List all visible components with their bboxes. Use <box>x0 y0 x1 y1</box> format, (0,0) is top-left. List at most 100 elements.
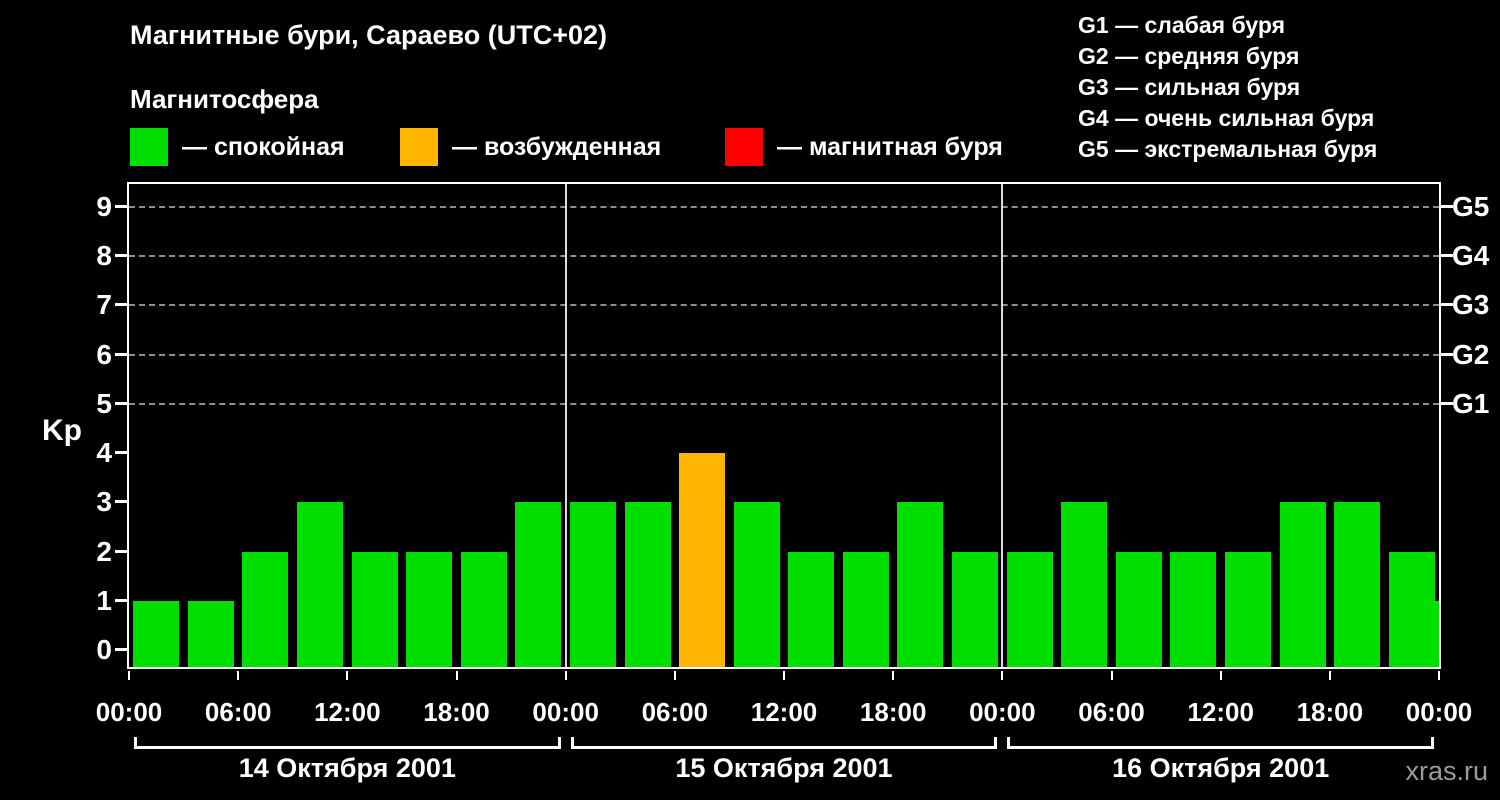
time-label: 12:00 <box>750 697 818 727</box>
time-label: 06:00 <box>641 697 709 727</box>
quiet-color-swatch <box>130 128 168 166</box>
x-axis-tick <box>1001 671 1004 680</box>
date-bracket <box>1007 737 1434 749</box>
y-axis-label: 9 <box>96 191 112 222</box>
x-axis-tick <box>237 671 240 680</box>
x-axis-tick <box>783 671 785 680</box>
y-axis-tick <box>115 549 127 553</box>
date-label: 14 Октября 2001 <box>238 753 456 783</box>
date-label: 16 Октября 2001 <box>1112 753 1330 783</box>
y-axis-label: 6 <box>96 338 112 370</box>
y-axis-tick <box>115 451 127 455</box>
date-label: 15 Октября 2001 <box>675 753 893 783</box>
g-level-label: G2 <box>1452 338 1490 370</box>
excited-color-swatch <box>400 128 438 166</box>
x-axis-tick <box>564 671 567 680</box>
kp-bar <box>242 551 289 667</box>
time-label: 06:00 <box>204 697 272 727</box>
kp-bar <box>187 600 234 667</box>
legend-item-label: — магнитная буря <box>777 132 1003 161</box>
x-axis-tick <box>128 671 130 680</box>
g-level-gridline <box>129 255 1439 258</box>
kp-bar <box>897 502 944 667</box>
g-legend-line: G5 — экстремальная буря <box>1078 136 1378 162</box>
time-label: 18:00 <box>859 697 927 727</box>
watermark: xras.ru <box>1405 756 1488 786</box>
y-axis-tick <box>115 352 127 356</box>
g-legend-line: G1 — слабая буря <box>1078 12 1286 38</box>
time-label: 18:00 <box>1296 697 1364 727</box>
date-bracket-tick <box>570 737 574 749</box>
storm-color-swatch <box>725 128 763 166</box>
x-axis-tick <box>1219 671 1222 680</box>
date-bracket-tick <box>134 737 137 749</box>
right-axis-tick <box>1441 401 1453 405</box>
time-label: 06:00 <box>1078 697 1145 727</box>
right-axis-tick <box>1441 303 1453 307</box>
y-axis-tick <box>115 254 127 258</box>
date-bracket-tick <box>1430 737 1434 749</box>
g-level-label: G4 <box>1452 240 1490 272</box>
kp-bar <box>952 551 999 667</box>
kp-bar <box>297 502 344 667</box>
y-axis-label: 1 <box>96 584 112 616</box>
date-bracket-tick <box>1007 737 1011 749</box>
kp-bar <box>788 551 835 667</box>
kp-bar <box>515 502 562 667</box>
g-legend-line: G4 — очень сильная буря <box>1078 105 1375 131</box>
kp-bar <box>1061 502 1108 667</box>
g-level-gridline <box>129 206 1439 208</box>
kp-bar <box>569 502 616 667</box>
y-axis-label: 8 <box>96 240 112 272</box>
x-axis-tick <box>455 671 458 680</box>
kp-bar <box>133 600 180 667</box>
x-axis-tick <box>673 671 676 680</box>
g-legend-line: G3 — сильная буря <box>1078 74 1301 100</box>
kp-bar <box>406 551 453 667</box>
date-bracket <box>570 737 998 749</box>
page-title: Магнитные бури, Сараево (UTC+02) <box>130 20 608 50</box>
g-scale-legend: G1 — слабая буря G2 — средняя буря G3 — си… <box>1078 10 1377 165</box>
g-level-gridline <box>129 402 1439 405</box>
x-axis-tick <box>892 671 895 680</box>
time-label: 12:00 <box>1187 697 1254 727</box>
y-axis-label: 7 <box>96 289 112 321</box>
y-axis-label: 5 <box>96 387 112 419</box>
kp-bar <box>842 551 889 667</box>
date-bracket-line <box>570 746 998 749</box>
kp-bar <box>1279 502 1326 667</box>
g-legend-line: G2 — средняя буря <box>1078 43 1300 69</box>
time-label: 00:00 <box>532 697 599 727</box>
g-level-label: G5 <box>1452 191 1490 222</box>
right-axis-tick <box>1441 254 1453 258</box>
x-axis-tick <box>1328 671 1331 680</box>
date-bracket <box>134 737 561 749</box>
plot-area <box>115 182 1453 680</box>
day-separator <box>564 184 567 667</box>
y-axis-label: 2 <box>96 535 112 567</box>
x-axis-tick <box>346 671 349 680</box>
right-axis-tick <box>1441 205 1453 208</box>
legend-item-label: — спокойная <box>182 132 345 161</box>
date-bracket-line <box>1007 746 1434 749</box>
g-level-gridline <box>129 353 1439 356</box>
time-label: 18:00 <box>423 697 490 727</box>
magnetosphere-label: Магнитосфера <box>130 84 319 114</box>
y-axis-tick <box>115 205 127 208</box>
kp-bar <box>1115 551 1162 667</box>
y-axis-tick <box>115 401 127 405</box>
kp-bar <box>460 551 507 667</box>
right-axis-tick <box>1441 352 1453 356</box>
legend-item-storm: — магнитная буря <box>725 128 1003 166</box>
g-level-label: G3 <box>1452 289 1490 321</box>
kp-bar-partial <box>1417 600 1439 667</box>
kp-bar <box>1334 502 1381 667</box>
time-label: 12:00 <box>314 697 381 727</box>
g-level-label: G1 <box>1452 387 1490 419</box>
date-bracket-line <box>134 746 561 749</box>
y-axis-label: 4 <box>96 437 112 469</box>
date-bracket-tick <box>994 737 998 749</box>
x-axis-tick <box>1438 671 1440 680</box>
y-axis-title: Kp <box>42 414 82 447</box>
y-axis-tick <box>115 598 127 602</box>
